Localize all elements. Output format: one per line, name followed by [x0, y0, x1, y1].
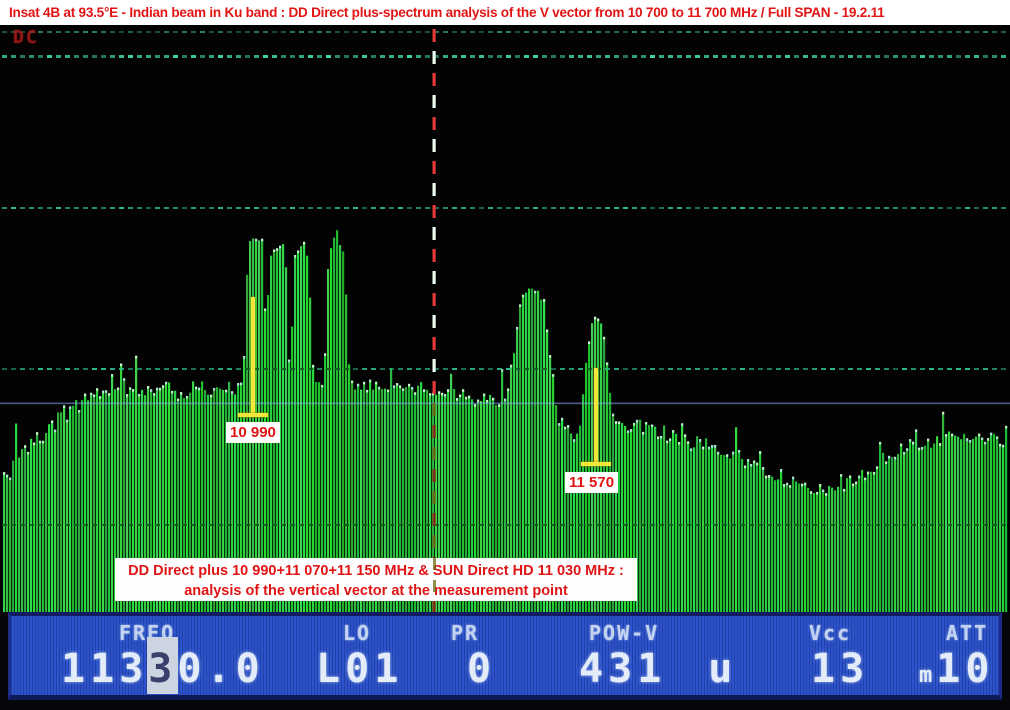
status-label-vcc: Vcc	[809, 621, 852, 645]
status-prefix-att: m	[919, 663, 933, 688]
status-value-pr: 0	[467, 646, 497, 692]
measurement-marker-base-1	[238, 413, 268, 417]
measurement-marker-line-2	[594, 368, 598, 462]
status-label-att: ATT	[946, 621, 989, 645]
annotation-line2: analysis of the vertical vector at the m…	[184, 583, 568, 599]
annotation-box: DD Direct plus 10 990+11 070+11 150 MHz …	[115, 558, 637, 601]
status-label-pr: PR	[451, 621, 480, 645]
status-unit-pow_v: u	[708, 646, 738, 692]
status-label-lo: LO	[343, 621, 372, 645]
status-value-freq[interactable]: 11330.0	[61, 637, 265, 694]
edit-cursor[interactable]: 3	[147, 637, 179, 694]
measurement-marker-base-2	[581, 462, 611, 466]
measurement-marker-line-1	[251, 297, 255, 413]
marker-frequency-label-1: 10 990	[226, 422, 280, 443]
title-caption: Insat 4B at 93.5°E - Indian beam in Ku b…	[0, 0, 1010, 25]
status-value-pow_v: 431 u	[579, 646, 738, 692]
status-value-att: m 10	[919, 646, 995, 692]
status-bar-wrap: FREQ 11330.0 LO L01 PR 0 POW-V 431 u Vcc 13 ATT m 10	[0, 612, 1010, 710]
marker-frequency-label-2: 11 570	[565, 472, 619, 493]
status-label-pow_v: POW-V	[589, 621, 660, 645]
center-line-through-note	[433, 558, 436, 601]
annotation-line1: DD Direct plus 10 990+11 070+11 150 MHz …	[128, 563, 624, 579]
status-value-lo: L01	[316, 646, 404, 692]
dc-indicator: DC	[13, 27, 39, 48]
status-value-vcc: 13	[811, 646, 870, 692]
status-bar: FREQ 11330.0 LO L01 PR 0 POW-V 431 u Vcc 13 ATT m 10	[8, 612, 1002, 700]
